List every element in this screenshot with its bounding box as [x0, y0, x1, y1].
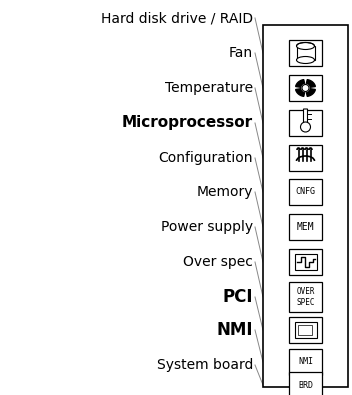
- Bar: [263, 25, 348, 387]
- Polygon shape: [306, 88, 315, 96]
- Bar: [289, 317, 322, 343]
- Bar: [295, 322, 316, 338]
- Bar: [289, 145, 322, 171]
- Bar: [289, 282, 322, 312]
- Bar: [297, 325, 312, 335]
- Text: PCI: PCI: [222, 288, 253, 306]
- Text: NMI: NMI: [298, 357, 313, 367]
- Text: Hard disk drive / RAID: Hard disk drive / RAID: [101, 11, 253, 25]
- Bar: [295, 254, 316, 270]
- Polygon shape: [296, 80, 306, 88]
- Bar: [289, 75, 322, 101]
- Text: Over spec: Over spec: [183, 255, 253, 269]
- Text: MEM: MEM: [297, 222, 314, 232]
- Ellipse shape: [296, 43, 314, 49]
- FancyBboxPatch shape: [303, 109, 308, 127]
- Bar: [289, 372, 322, 395]
- Bar: [296, 46, 314, 60]
- Text: CNFG: CNFG: [295, 188, 315, 196]
- Text: Microprocessor: Microprocessor: [122, 115, 253, 130]
- Text: NMI: NMI: [216, 321, 253, 339]
- Text: Temperature: Temperature: [165, 81, 253, 95]
- Text: OVER
SPEC: OVER SPEC: [296, 287, 315, 307]
- Bar: [289, 110, 322, 136]
- Circle shape: [301, 122, 310, 132]
- Text: Fan: Fan: [229, 46, 253, 60]
- Text: Memory: Memory: [196, 185, 253, 199]
- Polygon shape: [306, 80, 315, 88]
- Bar: [289, 249, 322, 275]
- Text: BRD: BRD: [298, 380, 313, 389]
- Text: Configuration: Configuration: [158, 151, 253, 165]
- Text: Power supply: Power supply: [161, 220, 253, 234]
- Bar: [289, 349, 322, 375]
- Bar: [289, 179, 322, 205]
- Ellipse shape: [296, 56, 314, 64]
- Circle shape: [302, 85, 309, 92]
- Text: System board: System board: [157, 358, 253, 372]
- Bar: [289, 40, 322, 66]
- Bar: [289, 214, 322, 240]
- Polygon shape: [296, 88, 306, 96]
